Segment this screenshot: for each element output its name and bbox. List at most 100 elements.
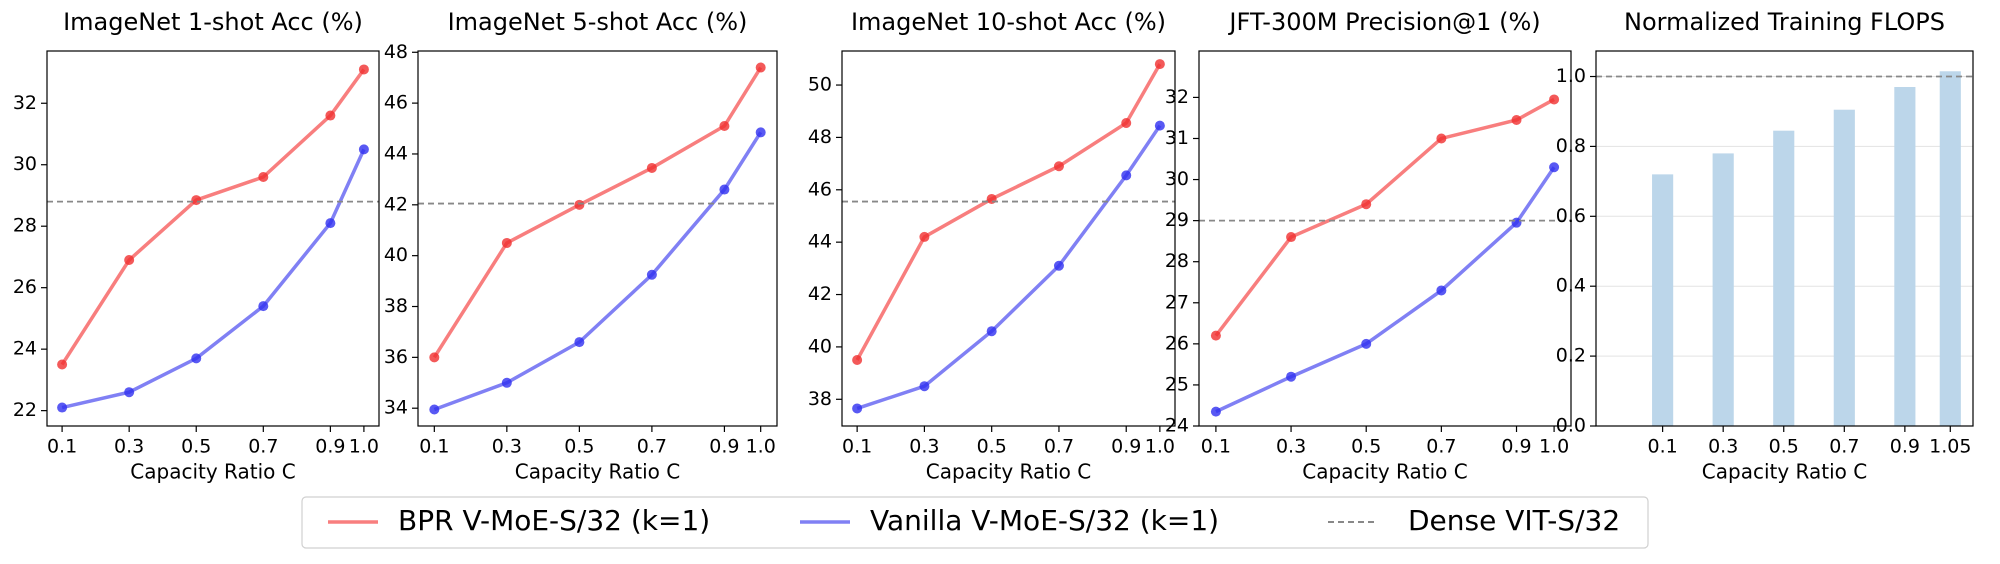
y-tick-label: 42 [808, 283, 832, 305]
series-line [60, 68, 366, 366]
x-tick-label: 0.1 [419, 436, 449, 458]
point [1361, 338, 1372, 349]
point [852, 355, 863, 366]
x-tick-label: 0.5 [564, 436, 594, 458]
y-tick-label: 25 [1165, 373, 1189, 395]
x-tick-label: 0.9 [1111, 436, 1141, 458]
point [646, 162, 657, 173]
bar [1833, 109, 1855, 426]
point [919, 231, 930, 242]
x-tick-label: 0.1 [842, 436, 872, 458]
y-tick-label: 46 [808, 178, 832, 200]
point [1511, 217, 1522, 228]
point [57, 402, 68, 413]
x-tick-label: 0.9 [1501, 436, 1531, 458]
point [755, 62, 766, 73]
x-tick-label: 0.5 [977, 436, 1007, 458]
y-tick-label: 46 [384, 92, 408, 114]
point [429, 404, 440, 415]
point [574, 337, 585, 348]
point [755, 127, 766, 138]
point [1286, 371, 1297, 382]
x-tick-label: 0.9 [709, 436, 739, 458]
y-tick-label: 36 [384, 346, 408, 368]
y-tick-label: 0.4 [1556, 275, 1586, 297]
point [258, 301, 269, 312]
x-tick-label: 1.0 [1539, 436, 1569, 458]
plot-frame [841, 50, 1176, 427]
y-tick-label: 40 [384, 244, 408, 266]
bar [1894, 86, 1916, 427]
point [1154, 59, 1165, 70]
x-tick-label: 0.3 [114, 436, 144, 458]
x-tick-label: 0.7 [1829, 436, 1859, 458]
point [1436, 285, 1447, 296]
point [124, 387, 135, 398]
y-tick-label: 24 [1165, 415, 1189, 437]
x-tick-label: 0.7 [248, 436, 278, 458]
legend-label: Vanilla V-MoE-S/32 (k=1) [870, 504, 1219, 537]
point [719, 184, 730, 195]
bar [1773, 130, 1795, 426]
y-tick-label: 27 [1165, 291, 1189, 313]
y-tick-label: 0.8 [1556, 135, 1586, 157]
x-tick-label: 0.9 [1890, 436, 1920, 458]
x-tick-label: 1.0 [746, 436, 776, 458]
point [1053, 161, 1064, 172]
x-tick-label: 0.7 [1426, 436, 1456, 458]
point [1210, 330, 1221, 341]
x-axis-label: Capacity Ratio C [926, 460, 1091, 484]
x-tick-label: 1.05 [1929, 436, 1971, 458]
x-tick-label: 0.3 [1708, 436, 1738, 458]
point [57, 359, 68, 370]
x-tick-label: 0.5 [1769, 436, 1799, 458]
y-tick-label: 0.6 [1556, 205, 1586, 227]
point [501, 377, 512, 388]
point [646, 269, 657, 280]
y-tick-label: 0.0 [1556, 415, 1586, 437]
y-tick-label: 38 [384, 295, 408, 317]
x-axis-label: Capacity Ratio C [130, 460, 295, 484]
x-tick-label: 0.3 [492, 436, 522, 458]
y-tick-label: 48 [808, 126, 832, 148]
y-tick-label: 30 [13, 153, 37, 175]
x-tick-label: 1.0 [1145, 436, 1175, 458]
bar [1652, 174, 1674, 426]
point [919, 381, 930, 392]
y-tick-label: 26 [1165, 332, 1189, 354]
x-axis-label: Capacity Ratio C [1702, 460, 1867, 484]
y-tick-label: 28 [1165, 250, 1189, 272]
x-axis-label: Capacity Ratio C [515, 460, 680, 484]
y-tick-label: 29 [1165, 209, 1189, 231]
x-tick-label: 0.9 [315, 436, 345, 458]
y-tick-label: 24 [13, 338, 37, 360]
x-tick-label: 0.1 [47, 436, 77, 458]
point [1154, 120, 1165, 131]
x-tick-label: 0.1 [1201, 436, 1231, 458]
point [1436, 133, 1447, 144]
point [1053, 260, 1064, 271]
point [191, 195, 202, 206]
y-tick-label: 48 [384, 41, 408, 63]
series-line [61, 148, 366, 410]
x-tick-label: 0.3 [1276, 436, 1306, 458]
x-tick-label: 0.7 [1044, 436, 1074, 458]
plot-frame [46, 50, 380, 427]
x-tick-label: 0.7 [637, 436, 667, 458]
y-tick-label: 0.2 [1556, 345, 1586, 367]
y-tick-label: 34 [384, 397, 408, 419]
point [1361, 199, 1372, 210]
bar [1939, 71, 1961, 427]
x-tick-label: 0.5 [181, 436, 211, 458]
chart-title: ImageNet 5-shot Acc (%) [448, 8, 748, 36]
x-tick-label: 1.0 [349, 436, 379, 458]
y-tick-label: 22 [13, 399, 37, 421]
plot-frame [1595, 50, 1974, 427]
point [719, 121, 730, 131]
point [429, 352, 440, 363]
y-tick-label: 26 [13, 276, 37, 298]
plot-frame [1198, 50, 1572, 427]
point [1210, 406, 1221, 417]
x-tick-label: 0.5 [1351, 436, 1381, 458]
chart-title: Normalized Training FLOPS [1624, 8, 1945, 36]
